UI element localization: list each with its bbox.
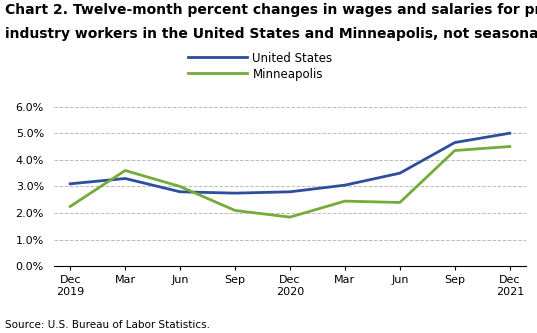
Text: United States: United States bbox=[252, 52, 332, 65]
Text: Minneapolis: Minneapolis bbox=[252, 68, 323, 82]
Text: Source: U.S. Bureau of Labor Statistics.: Source: U.S. Bureau of Labor Statistics. bbox=[5, 320, 211, 330]
Text: industry workers in the United States and Minneapolis, not seasonally adjusted: industry workers in the United States an… bbox=[5, 27, 537, 41]
Text: Chart 2. Twelve-month percent changes in wages and salaries for private: Chart 2. Twelve-month percent changes in… bbox=[5, 3, 537, 17]
